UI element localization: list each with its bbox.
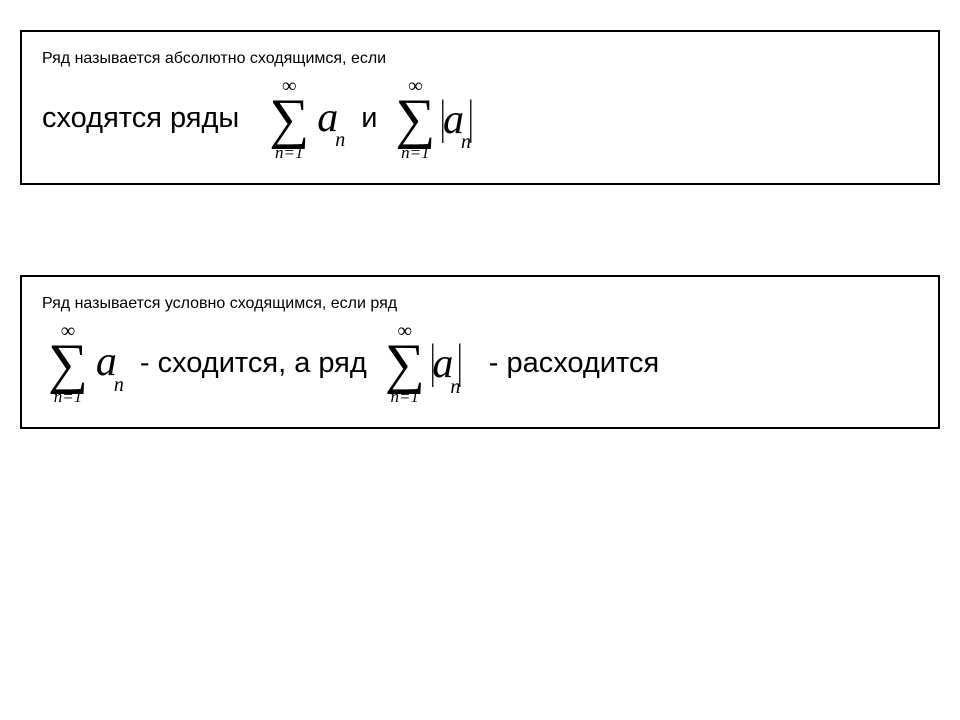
- sum-symbol-2: ∞ ∑ n=1: [395, 76, 435, 161]
- term-an-1: an: [317, 85, 345, 152]
- abs-bar-icon: |: [468, 80, 473, 157]
- definition-box-conditional: Ряд называется условно сходящимся, если …: [20, 275, 940, 430]
- cond-def-line2: ∞ ∑ n=1 an - сходится, а ряд ∞ ∑ n=1 |an…: [42, 321, 918, 406]
- abs-bar-icon: |: [430, 324, 435, 401]
- sum-symbol-4: ∞ ∑ n=1: [385, 321, 425, 406]
- sigma-icon: ∑: [269, 96, 309, 144]
- sum-bottom: n=1: [401, 144, 429, 161]
- and-word: и: [361, 95, 377, 141]
- term-abs-an-1: |an|: [443, 80, 471, 157]
- term-sub: n: [114, 374, 124, 396]
- sum-bottom: n=1: [275, 144, 303, 161]
- sum-bottom: n=1: [391, 388, 419, 405]
- converges-text: - сходится, а ряд: [140, 340, 367, 386]
- abs-def-prefix: сходятся ряды: [42, 95, 239, 141]
- abs-bar-icon: |: [458, 324, 463, 401]
- abs-def-line1: Ряд называется абсолютно сходящимся, есл…: [42, 50, 386, 68]
- term-abs-an-2: |an|: [433, 324, 461, 401]
- term-an-2: an: [96, 329, 124, 396]
- sum-symbol-1: ∞ ∑ n=1: [269, 76, 309, 161]
- definition-box-absolute: Ряд называется абсолютно сходящимся, есл…: [20, 30, 940, 185]
- abs-def-line2: сходятся ряды ∞ ∑ n=1 an и ∞ ∑ n=1 |an|: [42, 76, 918, 161]
- cond-def-line1: Ряд называется условно сходящимся, если …: [42, 295, 397, 313]
- sigma-icon: ∑: [48, 341, 88, 389]
- sigma-icon: ∑: [385, 341, 425, 389]
- diverges-text: - расходится: [489, 340, 659, 386]
- abs-bar-icon: |: [440, 80, 445, 157]
- sum-symbol-3: ∞ ∑ n=1: [48, 321, 88, 406]
- sigma-icon: ∑: [395, 96, 435, 144]
- sum-bottom: n=1: [54, 388, 82, 405]
- term-sub: n: [335, 129, 345, 151]
